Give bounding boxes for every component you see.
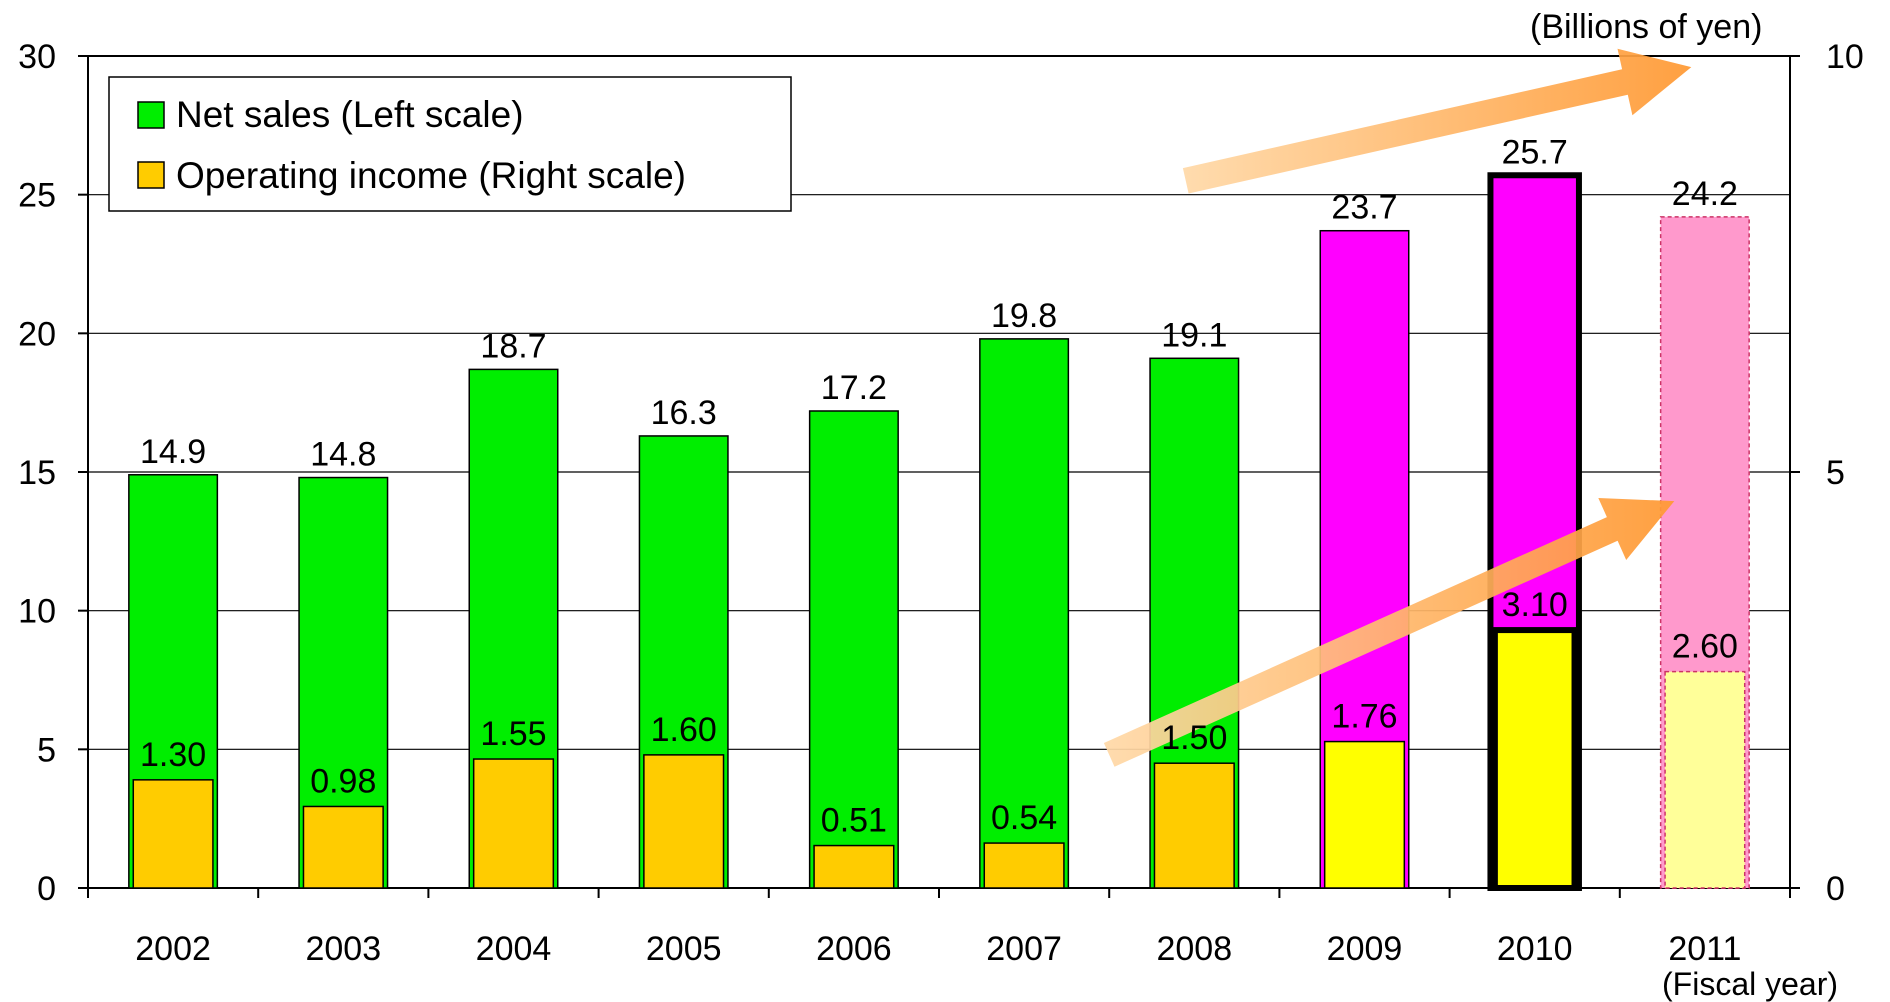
x-tick-label-2006: 2006 <box>816 930 892 968</box>
label-operating-income-2003: 0.98 <box>310 762 376 800</box>
left-tick-label-25: 25 <box>18 177 56 215</box>
bar-net-sales-2006 <box>808 410 899 889</box>
bar-operating-income-2006 <box>813 844 895 889</box>
label-net-sales-2011: 24.2 <box>1672 175 1738 213</box>
bars <box>128 172 1750 892</box>
label-net-sales-2004: 18.7 <box>480 327 546 365</box>
label-operating-income-2011: 2.60 <box>1672 628 1738 666</box>
axes: 0 5 10 15 20 25 30 0 5 10 2002 2003 2004 2005 2006 2007… <box>18 38 1864 968</box>
left-tick-label-10: 10 <box>18 593 56 631</box>
label-operating-income-2004: 1.55 <box>480 715 546 753</box>
right-tick-label-5: 5 <box>1826 454 1845 492</box>
left-tick-label-15: 15 <box>18 454 56 492</box>
bar-operating-income-2007 <box>983 842 1065 889</box>
label-operating-income-2005: 1.60 <box>651 711 717 749</box>
label-operating-income-2009: 1.76 <box>1331 698 1397 736</box>
bar-net-sales-2007 <box>979 338 1070 889</box>
label-operating-income-2008: 1.50 <box>1161 719 1227 757</box>
label-operating-income-2002: 1.30 <box>140 736 206 774</box>
bar-operating-income-2009 <box>1323 740 1406 889</box>
x-tick-label-2009: 2009 <box>1327 930 1403 968</box>
x-tick-label-2003: 2003 <box>305 930 381 968</box>
x-tick-label-2011: 2011 <box>1668 930 1741 968</box>
legend-label-operating-income: Operating income (Right scale) <box>176 155 686 196</box>
bar-operating-income-2010 <box>1491 627 1578 892</box>
value-labels: 14.9 1.30 14.8 0.98 18.7 1.55 16.3 1.60 17.2 0.51… <box>140 133 1738 839</box>
label-net-sales-2010: 25.7 <box>1502 133 1568 171</box>
x-tick-label-2007: 2007 <box>986 930 1062 968</box>
legend-swatch-operating-income <box>137 161 165 189</box>
label-operating-income-2007: 0.54 <box>991 799 1057 837</box>
label-operating-income-2010: 3.10 <box>1502 586 1568 624</box>
bar-operating-income-2008 <box>1153 762 1235 889</box>
label-net-sales-2008: 19.1 <box>1161 316 1227 354</box>
x-tick-label-2002: 2002 <box>135 930 211 968</box>
label-net-sales-2002: 14.9 <box>140 433 206 471</box>
label-net-sales-2005: 16.3 <box>651 394 717 432</box>
label-net-sales-2003: 14.8 <box>310 436 376 474</box>
right-tick-label-10: 10 <box>1826 38 1864 76</box>
bar-operating-income-2003 <box>302 805 384 889</box>
operating-income-trend-arrow <box>1103 498 1675 767</box>
left-tick-label-20: 20 <box>18 315 56 353</box>
label-net-sales-2006: 17.2 <box>821 369 887 407</box>
x-tick-label-2004: 2004 <box>476 930 552 968</box>
label-operating-income-2006: 0.51 <box>821 802 887 840</box>
x-tick-label-2008: 2008 <box>1156 930 1232 968</box>
net-sales-trend-arrow <box>1182 48 1692 194</box>
legend: Net sales (Left scale) Operating income … <box>108 76 792 212</box>
left-tick-label-0: 0 <box>37 870 56 908</box>
legend-label-net-sales: Net sales (Left scale) <box>176 94 524 135</box>
x-tick-label-2010: 2010 <box>1497 930 1573 968</box>
left-tick-label-30: 30 <box>18 38 56 76</box>
bar-operating-income-2011 <box>1664 670 1746 889</box>
label-net-sales-2007: 19.8 <box>991 297 1057 335</box>
trend-arrows <box>1103 48 1692 767</box>
legend-swatch-net-sales <box>137 101 165 129</box>
bar-operating-income-2005 <box>643 754 725 889</box>
x-tick-label-2005: 2005 <box>646 930 722 968</box>
bar-operating-income-2004 <box>472 758 555 889</box>
legend-box <box>108 76 792 212</box>
bar-operating-income-2002 <box>132 779 214 889</box>
right-tick-label-0: 0 <box>1826 870 1845 908</box>
x-unit-label: (Fiscal year) <box>1662 966 1838 1002</box>
unit-label: (Billions of yen) <box>1530 8 1762 46</box>
label-net-sales-2009: 23.7 <box>1331 189 1397 227</box>
left-tick-label-5: 5 <box>37 731 56 769</box>
